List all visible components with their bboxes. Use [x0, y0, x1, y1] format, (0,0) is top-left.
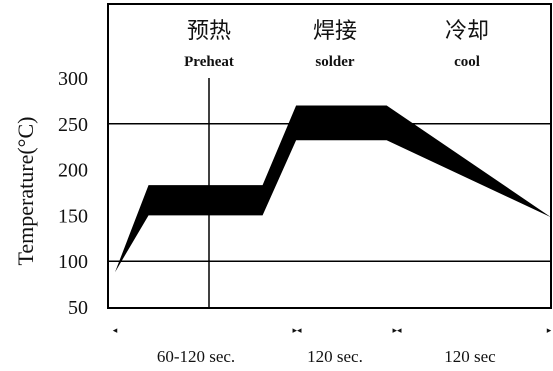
y-tick-label: 100	[58, 251, 88, 273]
plot-frame	[107, 3, 552, 309]
duration-label: 120 sec.	[307, 347, 363, 366]
arrow-marker: ◂	[113, 325, 118, 335]
phase-labels: 预热 Preheat 焊接 solder 冷却 cool	[184, 18, 489, 70]
arrow-marker: ▸	[547, 325, 552, 335]
y-tick-labels: 300 250 200 150 100 50	[58, 68, 88, 319]
phase-label-cn: 冷却	[445, 18, 489, 43]
phase-label-cn: 预热	[187, 18, 231, 43]
y-tick-label: 300	[58, 68, 88, 90]
duration-label: 120 sec	[444, 347, 496, 366]
y-tick-label: 250	[58, 114, 88, 136]
y-tick-label: 50	[68, 297, 88, 319]
y-tick-label: 150	[58, 205, 88, 227]
phase-label-en: Preheat	[184, 54, 234, 70]
plot-border	[107, 3, 552, 309]
temperature-band	[115, 105, 551, 273]
phase-label-en: cool	[454, 54, 480, 70]
duration-labels: 60-120 sec. 120 sec. 120 sec	[157, 347, 496, 366]
duration-markers: ◂ ▸◂ ▸◂ ▸	[113, 325, 552, 335]
arrow-marker: ▸◂	[392, 325, 402, 335]
phase-label-en: solder	[315, 54, 355, 70]
y-axis-label: Temperature(°C)	[13, 117, 38, 266]
phase-label-cn: 焊接	[313, 18, 357, 43]
duration-label: 60-120 sec.	[157, 347, 235, 366]
y-tick-label: 200	[58, 160, 88, 182]
arrow-marker: ▸◂	[292, 325, 302, 335]
